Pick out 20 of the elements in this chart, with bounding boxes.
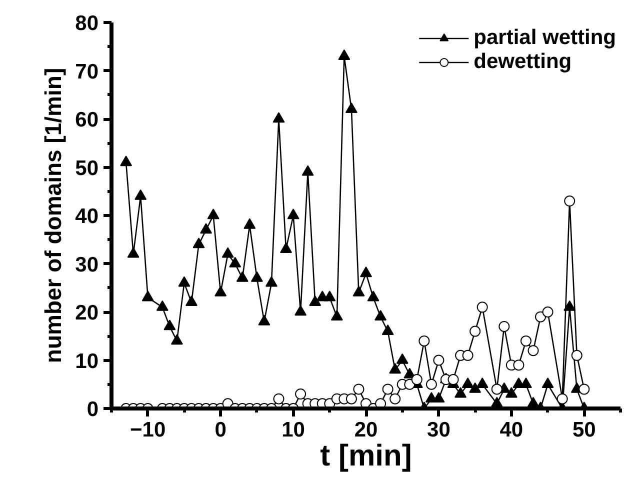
x-tick-label: −10 — [130, 418, 166, 442]
y-tick-label: 80 — [75, 12, 98, 35]
y-tick-label: 30 — [75, 253, 98, 276]
x-tick-label: 10 — [282, 418, 305, 442]
x-tick-label: 50 — [572, 418, 596, 442]
legend-label: partial wetting — [474, 26, 616, 50]
legend-label: dewetting — [474, 50, 572, 74]
y-tick-label: 70 — [75, 60, 98, 84]
x-axis-title: t [min] — [320, 440, 412, 472]
x-tick-label: 40 — [500, 418, 524, 442]
y-axis-title: number of domains [1/min] — [40, 68, 66, 364]
y-tick-label: 10 — [75, 350, 98, 373]
x-tick-label: 0 — [214, 418, 226, 442]
y-tick-label: 20 — [75, 302, 98, 324]
x-tick-label: 30 — [427, 418, 450, 442]
y-tick-label: 60 — [75, 108, 98, 132]
y-tick-label: 40 — [75, 205, 98, 228]
y-tick-label: 50 — [75, 156, 98, 180]
x-tick-label: 20 — [354, 418, 378, 442]
y-tick-label: 0 — [86, 398, 99, 421]
